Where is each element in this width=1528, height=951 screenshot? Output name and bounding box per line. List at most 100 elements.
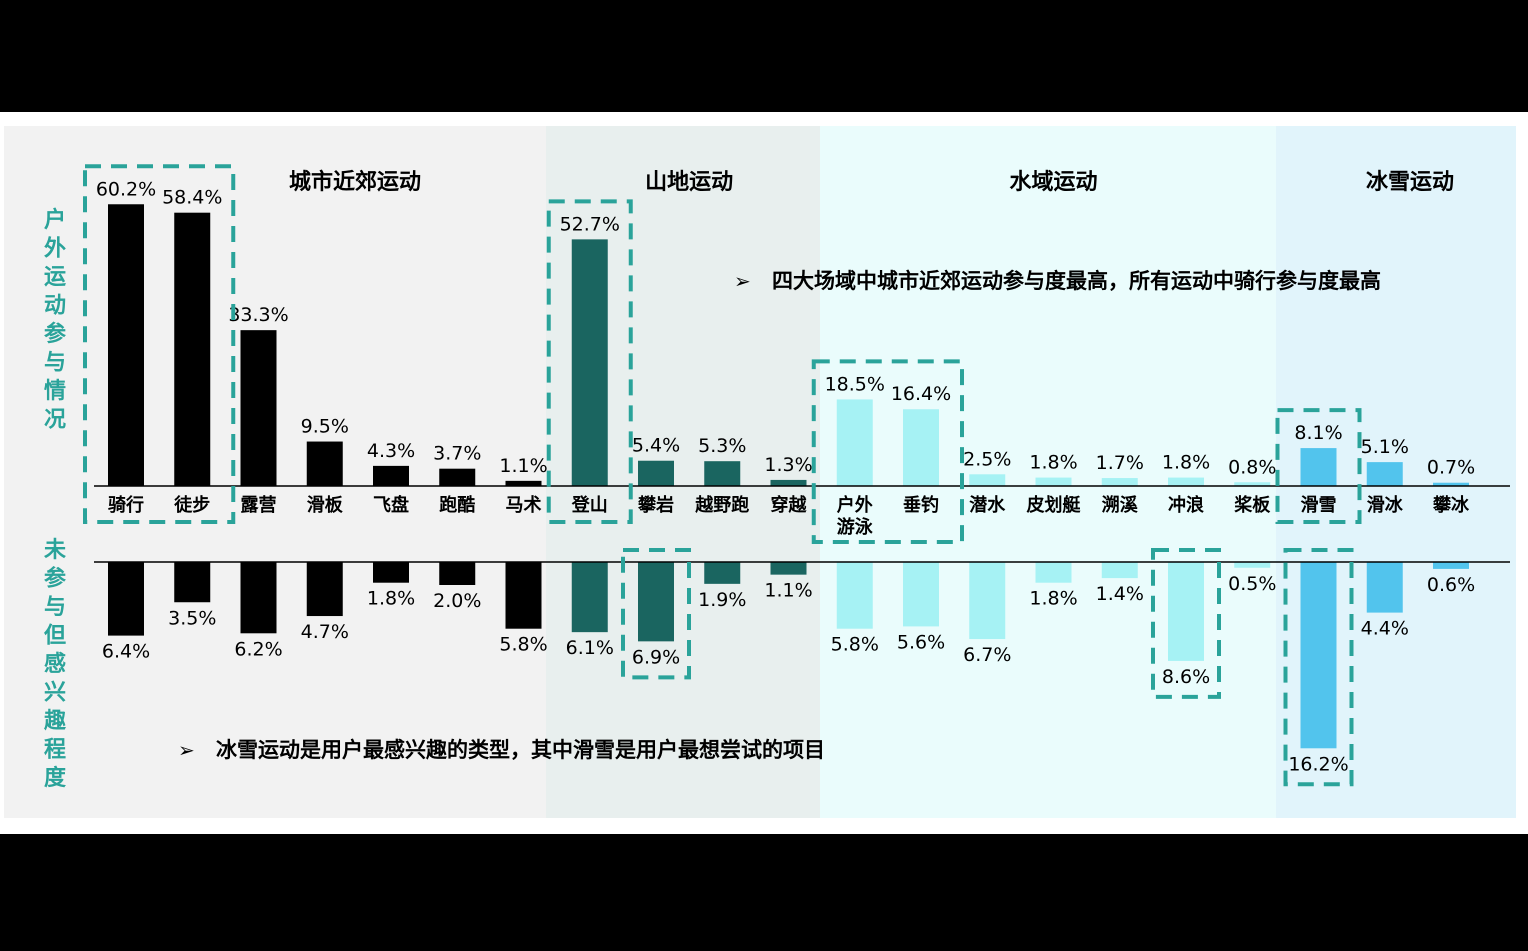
bar-top-19 — [1366, 462, 1403, 486]
category-label-13: 潜水 — [969, 494, 1006, 516]
bar-top-1 — [174, 212, 211, 487]
bar-bottom-11 — [836, 562, 873, 629]
category-label-16: 冲浪 — [1168, 494, 1204, 516]
note-top-bullet: ➢ — [734, 269, 751, 293]
value-top-1: 58.4% — [162, 187, 222, 209]
value-top-11: 18.5% — [825, 373, 885, 395]
category-label-8: 攀岩 — [637, 494, 674, 516]
value-top-6: 1.1% — [499, 455, 547, 477]
category-label-3: 滑板 — [307, 494, 344, 516]
value-top-0: 60.2% — [96, 178, 156, 200]
category-label-18: 滑雪 — [1301, 495, 1337, 516]
group-panel-2 — [820, 126, 1276, 818]
bar-bottom-4 — [373, 562, 409, 583]
value-top-18: 8.1% — [1294, 422, 1342, 444]
bar-bottom-13 — [969, 562, 1006, 640]
value-bottom-19: 4.4% — [1361, 618, 1409, 640]
category-label-1: 徒步 — [173, 494, 210, 516]
group-title-2: 水域运动 — [1009, 169, 1097, 195]
bar-top-20 — [1433, 482, 1469, 486]
category-label-12: 垂钓 — [903, 494, 939, 516]
value-top-3: 9.5% — [301, 416, 349, 438]
bar-bottom-5 — [439, 562, 476, 585]
note-bottom-text: 冰雪运动是用户最感兴趣的类型，其中滑雪是用户最想尝试的项目 — [216, 738, 825, 762]
ylabel-top: 户外运动参与情况 — [44, 207, 66, 433]
value-bottom-2: 6.2% — [234, 638, 282, 660]
value-bottom-10: 1.1% — [764, 580, 812, 602]
value-bottom-8: 6.9% — [632, 646, 680, 668]
category-label-9: 越野跑 — [694, 494, 749, 516]
bar-bottom-16 — [1168, 562, 1204, 661]
bar-bottom-2 — [240, 562, 277, 634]
value-top-7: 52.7% — [560, 213, 620, 235]
value-top-4: 4.3% — [367, 440, 415, 462]
bar-top-14 — [1035, 477, 1072, 486]
value-bottom-1: 3.5% — [168, 607, 216, 629]
note-top: ➢ 四大场域中城市近郊运动参与度最高，所有运动中骑行参与度最高 — [734, 269, 1381, 293]
bar-top-7 — [571, 239, 608, 486]
bar-top-17 — [1234, 482, 1271, 486]
value-bottom-13: 6.7% — [963, 644, 1011, 666]
bar-top-5 — [439, 468, 476, 486]
note-top-text: 四大场域中城市近郊运动参与度最高，所有运动中骑行参与度最高 — [772, 269, 1381, 293]
highlight-box-top-1 — [546, 199, 633, 524]
value-bottom-3: 4.7% — [301, 621, 349, 643]
value-bottom-17: 0.5% — [1228, 573, 1276, 595]
value-top-16: 1.8% — [1162, 452, 1210, 474]
bar-top-4 — [373, 465, 409, 486]
value-top-14: 1.8% — [1029, 452, 1077, 474]
value-bottom-11: 5.8% — [831, 634, 879, 656]
bar-top-12 — [903, 409, 939, 486]
bar-bottom-20 — [1433, 562, 1469, 569]
note-bottom: ➢ 冰雪运动是用户最感兴趣的类型，其中滑雪是用户最想尝试的项目 — [178, 738, 825, 762]
value-top-2: 33.3% — [228, 304, 288, 326]
category-label-15: 溯溪 — [1102, 494, 1139, 516]
bar-top-18 — [1300, 448, 1337, 486]
value-top-5: 3.7% — [433, 443, 481, 465]
value-bottom-0: 6.4% — [102, 641, 150, 663]
note-bottom-bullet: ➢ — [178, 738, 195, 762]
highlight-box-bottom-2 — [1283, 548, 1354, 787]
value-bottom-6: 5.8% — [499, 634, 547, 656]
value-top-13: 2.5% — [963, 448, 1011, 470]
bar-top-3 — [306, 441, 343, 486]
category-label-19: 滑冰 — [1367, 494, 1404, 516]
value-bottom-20: 0.6% — [1427, 574, 1475, 596]
bar-bottom-18 — [1300, 562, 1337, 749]
value-top-10: 1.3% — [764, 454, 812, 476]
group-title-0: 城市近郊运动 — [289, 169, 421, 195]
bar-top-2 — [240, 330, 277, 486]
value-top-9: 5.3% — [698, 435, 746, 457]
value-bottom-16: 8.6% — [1162, 666, 1210, 688]
bar-top-16 — [1168, 477, 1204, 486]
group-title-1: 山地运动 — [645, 170, 733, 195]
bar-bottom-0 — [108, 562, 144, 636]
highlight-box-bottom-0 — [621, 548, 691, 680]
highlight-box-bottom-1 — [1151, 548, 1221, 699]
category-label-6: 马术 — [506, 494, 542, 516]
category-label-5: 跑酷 — [439, 494, 475, 516]
group-title-3: 冰雪运动 — [1366, 170, 1454, 195]
value-top-12: 16.4% — [891, 383, 951, 405]
category-label-11: 户外游泳 — [837, 494, 874, 538]
bar-bottom-15 — [1101, 562, 1138, 579]
category-label-10: 穿越 — [771, 494, 808, 516]
highlight-box-top-2 — [811, 359, 964, 545]
value-bottom-12: 5.6% — [897, 631, 945, 653]
value-top-20: 0.7% — [1427, 457, 1475, 479]
category-label-7: 登山 — [571, 494, 608, 516]
highlight-box-top-3 — [1275, 408, 1362, 525]
value-top-15: 1.7% — [1096, 452, 1144, 474]
bar-top-9 — [704, 461, 741, 486]
bar-top-11 — [836, 399, 873, 486]
bar-top-10 — [770, 479, 807, 486]
bar-top-13 — [969, 474, 1006, 486]
bar-top-6 — [505, 480, 542, 486]
category-label-20: 攀冰 — [1432, 494, 1470, 516]
value-bottom-14: 1.8% — [1029, 588, 1077, 610]
bar-bottom-7 — [571, 562, 608, 633]
bar-bottom-8 — [638, 562, 674, 642]
value-bottom-18: 16.2% — [1288, 753, 1348, 775]
